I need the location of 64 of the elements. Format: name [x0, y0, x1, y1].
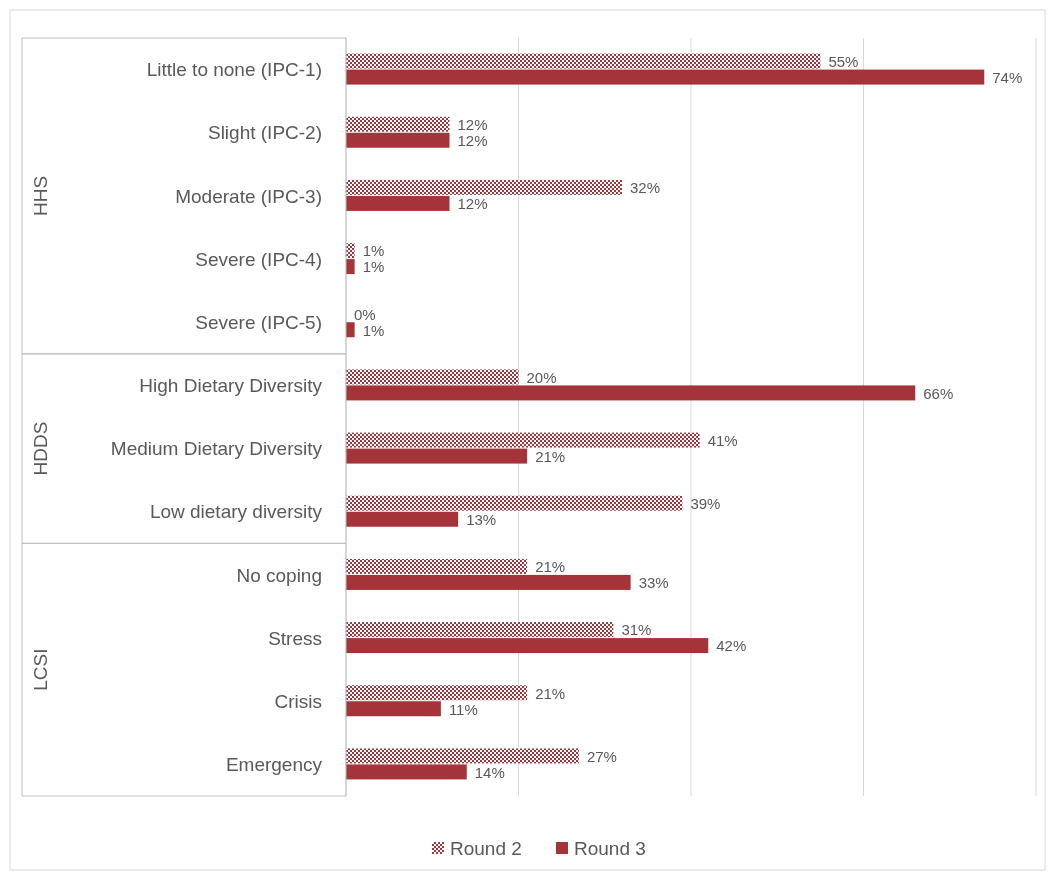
data-label: 12% — [457, 132, 488, 149]
bar — [346, 764, 467, 780]
legend-label: Round 2 — [450, 837, 522, 859]
bar — [346, 495, 683, 511]
bar — [346, 511, 459, 527]
y-tick-label: Severe (IPC-4) — [195, 248, 322, 270]
bar — [346, 622, 614, 638]
data-label: 41% — [707, 431, 738, 449]
bar — [346, 385, 916, 401]
data-label: 55% — [828, 52, 859, 70]
y-tick-label: Medium Dietary Diversity — [110, 438, 323, 460]
data-label: 21% — [535, 447, 566, 465]
y-tick-label: Crisis — [274, 690, 322, 712]
bar — [346, 574, 631, 590]
bar — [346, 179, 622, 195]
y-tick-label: Moderate (IPC-3) — [175, 185, 322, 207]
data-label: 33% — [638, 574, 669, 592]
data-label: 14% — [474, 763, 505, 781]
bar — [346, 369, 519, 385]
y-tick-label: Stress — [268, 627, 322, 649]
data-label: 20% — [526, 368, 557, 386]
text: HDDS — [29, 421, 51, 476]
data-label: 42% — [716, 637, 747, 655]
y-tick-label: No coping — [236, 564, 322, 586]
bar — [346, 259, 355, 275]
data-label: 1% — [362, 242, 385, 260]
data-label: 12% — [457, 116, 488, 133]
bar — [346, 69, 985, 85]
bar — [346, 558, 528, 574]
bar — [346, 132, 450, 148]
data-label: 39% — [690, 495, 721, 512]
bar — [346, 322, 355, 338]
y-tick-label: Slight (IPC-2) — [207, 122, 322, 144]
bar — [346, 685, 528, 701]
text: HHS — [29, 175, 51, 216]
data-label: 32% — [630, 179, 661, 197]
data-label: 74% — [992, 68, 1023, 86]
data-label: 12% — [457, 195, 488, 213]
bar — [346, 701, 441, 717]
data-label: 0% — [354, 305, 376, 323]
bar — [346, 116, 450, 132]
data-label: 13% — [466, 511, 497, 528]
bar — [346, 53, 821, 69]
bar — [346, 748, 579, 764]
text: LCSI — [29, 648, 51, 691]
y-tick-label: Severe (IPC-5) — [195, 311, 322, 333]
data-label: 21% — [535, 558, 566, 576]
y-tick-label: High Dietary Diversity — [139, 375, 323, 397]
data-label: 31% — [621, 621, 652, 639]
data-label: 11% — [448, 700, 478, 718]
y-tick-label: Low dietary diversity — [149, 501, 323, 523]
y-tick-label: Little to none (IPC-1) — [146, 59, 322, 81]
data-label: 1% — [362, 321, 385, 339]
bar — [346, 432, 700, 448]
bar — [346, 243, 355, 259]
data-label: 1% — [362, 258, 385, 276]
bar — [346, 638, 709, 654]
legend-label: Round 3 — [574, 837, 646, 859]
bar — [346, 448, 528, 464]
data-label: 27% — [586, 747, 617, 765]
data-label: 66% — [923, 384, 954, 402]
bar — [346, 195, 450, 211]
y-tick-label: Emergency — [225, 754, 323, 776]
data-label: 21% — [535, 684, 566, 702]
